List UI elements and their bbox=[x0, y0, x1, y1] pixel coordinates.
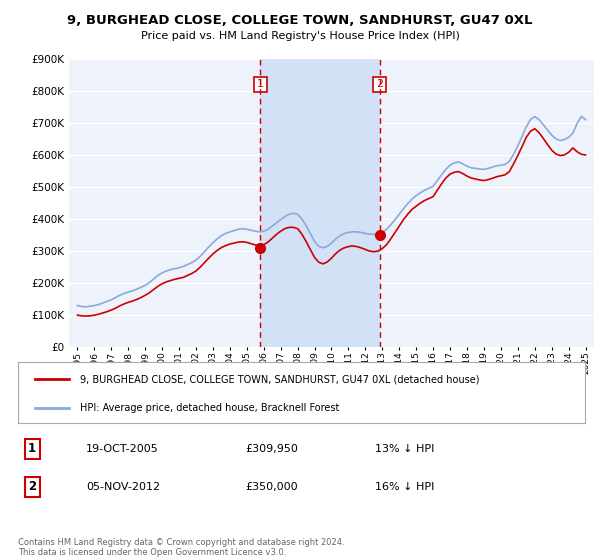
Bar bbox=[260, 59, 380, 347]
Text: 13% ↓ HPI: 13% ↓ HPI bbox=[375, 444, 434, 454]
Text: 16% ↓ HPI: 16% ↓ HPI bbox=[375, 482, 434, 492]
Text: 2: 2 bbox=[28, 480, 36, 493]
Text: Contains HM Land Registry data © Crown copyright and database right 2024.
This d: Contains HM Land Registry data © Crown c… bbox=[18, 538, 344, 557]
Text: 9, BURGHEAD CLOSE, COLLEGE TOWN, SANDHURST, GU47 0XL (detached house): 9, BURGHEAD CLOSE, COLLEGE TOWN, SANDHUR… bbox=[80, 374, 480, 384]
Text: £309,950: £309,950 bbox=[245, 444, 298, 454]
Text: 1: 1 bbox=[28, 442, 36, 455]
Text: HPI: Average price, detached house, Bracknell Forest: HPI: Average price, detached house, Brac… bbox=[80, 403, 340, 413]
Text: Price paid vs. HM Land Registry's House Price Index (HPI): Price paid vs. HM Land Registry's House … bbox=[140, 31, 460, 41]
Text: 05-NOV-2012: 05-NOV-2012 bbox=[86, 482, 160, 492]
Text: 1: 1 bbox=[257, 80, 264, 90]
Text: 19-OCT-2005: 19-OCT-2005 bbox=[86, 444, 159, 454]
Text: 9, BURGHEAD CLOSE, COLLEGE TOWN, SANDHURST, GU47 0XL: 9, BURGHEAD CLOSE, COLLEGE TOWN, SANDHUR… bbox=[67, 14, 533, 27]
Text: £350,000: £350,000 bbox=[245, 482, 298, 492]
Text: 2: 2 bbox=[376, 80, 383, 90]
